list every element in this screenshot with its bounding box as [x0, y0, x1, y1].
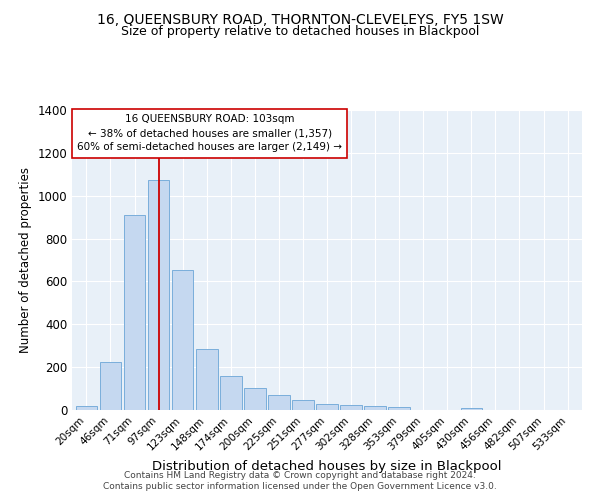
- Text: Contains public sector information licensed under the Open Government Licence v3: Contains public sector information licen…: [103, 482, 497, 491]
- Text: Size of property relative to detached houses in Blackpool: Size of property relative to detached ho…: [121, 25, 479, 38]
- Bar: [292, 400, 314, 410]
- Bar: [172, 270, 193, 410]
- Bar: [461, 408, 482, 410]
- Bar: [100, 362, 121, 410]
- Text: 16 QUEENSBURY ROAD: 103sqm
← 38% of detached houses are smaller (1,357)
60% of s: 16 QUEENSBURY ROAD: 103sqm ← 38% of deta…: [77, 114, 342, 152]
- X-axis label: Distribution of detached houses by size in Blackpool: Distribution of detached houses by size …: [152, 460, 502, 473]
- Bar: [244, 388, 266, 410]
- Bar: [196, 349, 218, 410]
- Y-axis label: Number of detached properties: Number of detached properties: [19, 167, 32, 353]
- Bar: [76, 406, 97, 410]
- Text: 16, QUEENSBURY ROAD, THORNTON-CLEVELEYS, FY5 1SW: 16, QUEENSBURY ROAD, THORNTON-CLEVELEYS,…: [97, 12, 503, 26]
- Text: Contains HM Land Registry data © Crown copyright and database right 2024.: Contains HM Land Registry data © Crown c…: [124, 471, 476, 480]
- Bar: [220, 376, 242, 410]
- Bar: [148, 180, 169, 410]
- Bar: [124, 215, 145, 410]
- Bar: [340, 406, 362, 410]
- Bar: [268, 396, 290, 410]
- Bar: [388, 408, 410, 410]
- Bar: [364, 406, 386, 410]
- Bar: [316, 404, 338, 410]
